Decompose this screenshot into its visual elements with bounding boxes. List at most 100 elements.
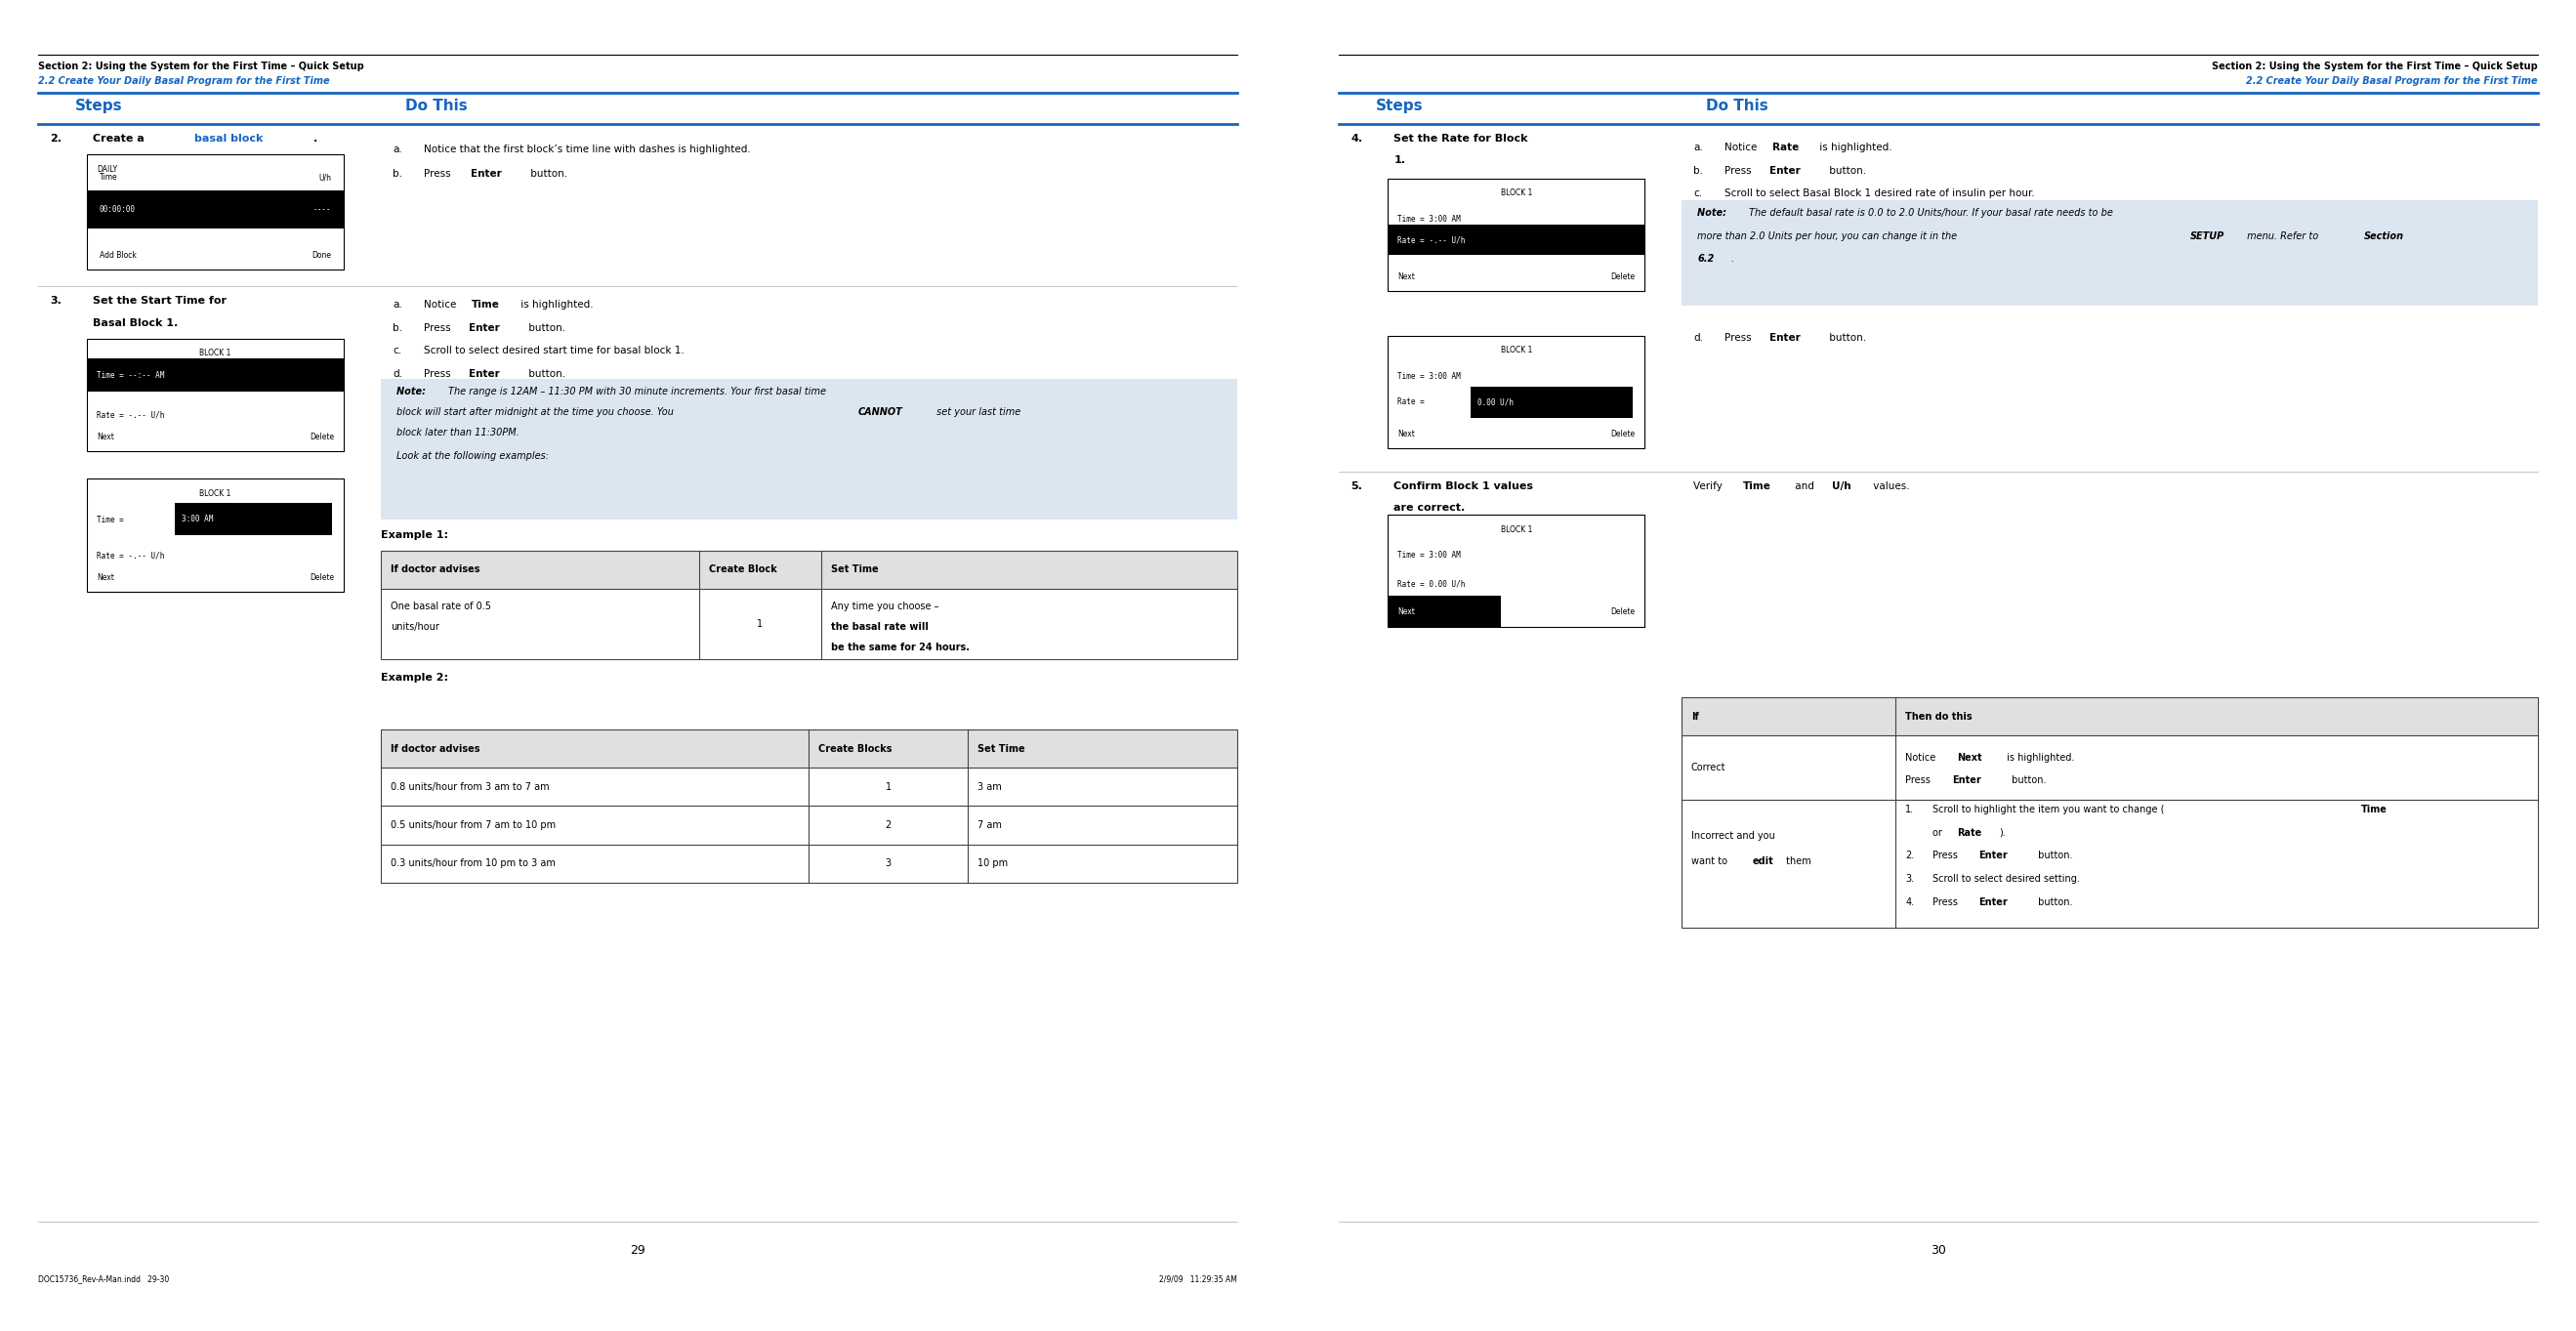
Text: 3.: 3.	[1906, 874, 1914, 884]
Text: button.: button.	[2035, 851, 2074, 861]
Text: Next: Next	[1399, 607, 1414, 616]
Text: Time: Time	[98, 173, 118, 182]
Text: Press: Press	[1906, 776, 1935, 785]
Text: Enter: Enter	[469, 369, 500, 379]
Text: 1: 1	[886, 783, 891, 792]
Text: Rate =: Rate =	[1399, 398, 1425, 407]
Text: block will start after midnight at the time you choose. You: block will start after midnight at the t…	[397, 407, 677, 417]
FancyBboxPatch shape	[88, 338, 345, 451]
Text: Create Blocks: Create Blocks	[819, 744, 891, 753]
Text: Steps: Steps	[1376, 98, 1422, 113]
Text: Next: Next	[98, 572, 113, 582]
Text: a.: a.	[392, 144, 402, 154]
Text: Enter: Enter	[469, 323, 500, 333]
Text: button.: button.	[2009, 776, 2045, 785]
Text: Time = 3:00 AM: Time = 3:00 AM	[1399, 216, 1461, 224]
Text: Confirm Block 1 values: Confirm Block 1 values	[1394, 482, 1533, 491]
Text: Notice: Notice	[1723, 142, 1759, 153]
Text: Section 2: Using the System for the First Time – Quick Setup: Section 2: Using the System for the Firs…	[39, 61, 363, 71]
Text: BLOCK 1: BLOCK 1	[198, 349, 232, 358]
Text: Steps: Steps	[75, 98, 121, 113]
Text: Set the Rate for Block: Set the Rate for Block	[1394, 134, 1528, 144]
Text: block later than 11:30PM.: block later than 11:30PM.	[397, 427, 520, 438]
Text: Press: Press	[422, 369, 453, 379]
Text: Press: Press	[1932, 851, 1960, 861]
Text: ).: ).	[1999, 828, 2007, 837]
Text: Delete: Delete	[309, 433, 335, 441]
Text: more than 2.0 Units per hour, you can change it in the: more than 2.0 Units per hour, you can ch…	[1698, 232, 1960, 241]
Text: Next: Next	[1958, 753, 1981, 763]
Text: be the same for 24 hours.: be the same for 24 hours.	[832, 643, 969, 652]
Text: 0.00 U/h: 0.00 U/h	[1476, 398, 1512, 407]
Text: 7 am: 7 am	[979, 820, 1002, 831]
Text: Rate = 0.00 U/h: Rate = 0.00 U/h	[1399, 579, 1466, 588]
Text: Look at the following examples:: Look at the following examples:	[397, 451, 549, 461]
Text: Done: Done	[312, 252, 332, 260]
Text: Notice: Notice	[422, 299, 459, 310]
Text: Delete: Delete	[1610, 607, 1636, 616]
Text: Section: Section	[2365, 232, 2403, 241]
Text: Notice: Notice	[1906, 753, 1940, 763]
Text: b.: b.	[1695, 166, 1703, 176]
Text: 4.: 4.	[1906, 897, 1914, 906]
Text: and: and	[1790, 482, 1816, 491]
Text: Do This: Do This	[404, 98, 466, 113]
Text: Scroll to select desired setting.: Scroll to select desired setting.	[1932, 874, 2079, 884]
Text: Next: Next	[98, 433, 113, 441]
Text: button.: button.	[1826, 166, 1865, 176]
Text: Press: Press	[1723, 166, 1754, 176]
Text: Rate: Rate	[1958, 828, 1981, 837]
Text: Enter: Enter	[1953, 776, 1981, 785]
Text: Scroll to highlight the item you want to change (: Scroll to highlight the item you want to…	[1932, 805, 2164, 815]
Text: The range is 12AM – 11:30 PM with 30 minute increments. Your first basal time: The range is 12AM – 11:30 PM with 30 min…	[448, 387, 827, 397]
Bar	[1682, 697, 2537, 736]
Text: SETUP: SETUP	[2190, 232, 2226, 241]
Text: Time: Time	[471, 299, 500, 310]
FancyBboxPatch shape	[88, 154, 345, 269]
Text: Time = 3:00 AM: Time = 3:00 AM	[1399, 373, 1461, 381]
FancyBboxPatch shape	[381, 379, 1236, 520]
Text: or: or	[1932, 828, 1945, 837]
Text: want to: want to	[1692, 856, 1731, 866]
Text: Then do this: Then do this	[1906, 712, 1973, 721]
Text: Example 2:: Example 2:	[381, 673, 448, 683]
FancyBboxPatch shape	[1388, 515, 1643, 627]
Text: Correct: Correct	[1692, 763, 1726, 772]
Text: Scroll to select Basal Block 1 desired rate of insulin per hour.: Scroll to select Basal Block 1 desired r…	[1723, 189, 2035, 198]
Text: Add Block: Add Block	[98, 252, 137, 260]
Text: BLOCK 1: BLOCK 1	[1499, 524, 1533, 534]
Text: Set Time: Set Time	[832, 564, 878, 575]
Text: Next: Next	[1399, 273, 1414, 281]
Text: is highlighted.: is highlighted.	[2004, 753, 2074, 763]
Text: b.: b.	[392, 323, 402, 333]
Text: c.: c.	[1695, 189, 1703, 198]
Text: is highlighted.: is highlighted.	[1816, 142, 1891, 153]
Text: 0.5 units/hour from 7 am to 10 pm: 0.5 units/hour from 7 am to 10 pm	[392, 820, 556, 831]
Text: 3.: 3.	[52, 297, 62, 306]
Text: Enter: Enter	[1770, 333, 1801, 343]
Text: d.: d.	[1695, 333, 1703, 343]
Text: 4.: 4.	[1350, 134, 1363, 144]
Text: Press: Press	[1723, 333, 1754, 343]
Text: units/hour: units/hour	[392, 622, 438, 632]
Text: edit: edit	[1752, 856, 1775, 866]
Text: 00:00:00: 00:00:00	[98, 205, 137, 214]
Text: Time =: Time =	[98, 515, 124, 524]
Text: Rate = -.-- U/h: Rate = -.-- U/h	[98, 411, 165, 419]
Text: Example 1:: Example 1:	[381, 530, 448, 540]
Text: Delete: Delete	[309, 572, 335, 582]
Text: 2.2 Create Your Daily Basal Program for the First Time: 2.2 Create Your Daily Basal Program for …	[39, 76, 330, 87]
Text: 3:00 AM: 3:00 AM	[180, 514, 214, 523]
Text: button.: button.	[1826, 333, 1865, 343]
Text: is highlighted.: is highlighted.	[518, 299, 592, 310]
Text: Time = --:-- AM: Time = --:-- AM	[98, 371, 165, 379]
Text: Basal Block 1.: Basal Block 1.	[93, 318, 178, 327]
Text: One basal rate of 0.5: One basal rate of 0.5	[392, 602, 492, 611]
Text: 1.: 1.	[1906, 805, 1914, 815]
Text: BLOCK 1: BLOCK 1	[1499, 346, 1533, 355]
Text: 10 pm: 10 pm	[979, 858, 1007, 868]
Text: Press: Press	[422, 323, 453, 333]
Text: Rate = -.-- U/h: Rate = -.-- U/h	[1399, 236, 1466, 245]
Text: Create a: Create a	[93, 134, 149, 144]
Text: 2.2 Create Your Daily Basal Program for the First Time: 2.2 Create Your Daily Basal Program for …	[2246, 76, 2537, 87]
